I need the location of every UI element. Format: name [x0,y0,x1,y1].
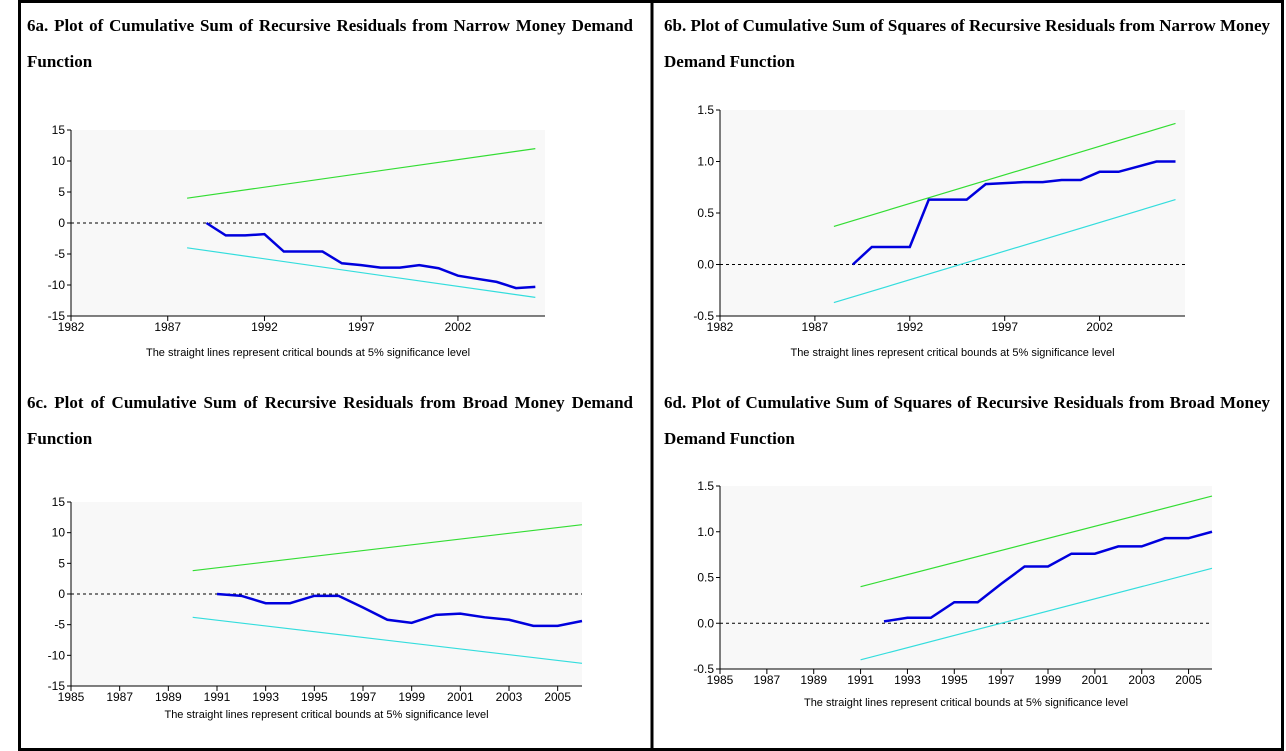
x-tick-label: 1985 [58,690,85,704]
x-tick-label: 1982 [58,320,85,334]
y-tick-label: 0 [58,587,65,601]
series-line [192,616,583,664]
note: The straight lines represent critical bo… [790,347,1114,359]
panel-title: 6c. Plot of Cumulative Sum of Recursive … [27,393,633,448]
x-tick-label: 1999 [398,690,425,704]
x-tick-label: 1985 [707,673,734,687]
x-tick-label: 1999 [1035,673,1062,687]
x-tick-label: 1992 [896,320,923,334]
y-tick-label: -10 [48,648,66,662]
y-tick-label: -10 [48,278,66,292]
panel-title: 6a. Plot of Cumulative Sum of Recursive … [27,16,633,71]
y-tick-label: -5 [54,247,65,261]
x-tick-label: 1992 [251,320,278,334]
series-line [883,530,1213,623]
series-line [205,221,536,290]
x-tick-label: 1982 [707,320,734,334]
y-tick-label: 0.5 [697,571,714,585]
x-tick-label: 2002 [1086,320,1113,334]
series-line [186,148,536,199]
y-tick-label: 15 [52,495,66,509]
y-tick-label: -15 [48,309,66,323]
x-tick-label: 1995 [941,673,968,687]
series-line [833,122,1176,227]
x-tick-label: 2005 [544,690,571,704]
x-tick-label: 2005 [1175,673,1202,687]
series-line [860,495,1213,588]
x-tick-label: 1987 [754,673,781,687]
x-tick-label: 1989 [800,673,827,687]
plot-area [720,486,1212,669]
y-tick-label: -0.5 [693,309,714,323]
y-tick-label: -5 [54,618,65,632]
x-tick-label: 1987 [802,320,829,334]
x-tick-label: 1997 [991,320,1018,334]
panel-title: 6d. Plot of Cumulative Sum of Squares of… [664,393,1270,448]
x-tick-label: 1997 [350,690,377,704]
y-tick-label: -15 [48,679,66,693]
note: The straight lines represent critical bo… [164,709,488,721]
x-tick-label: 2001 [447,690,474,704]
series-line [192,524,583,572]
y-tick-label: 5 [58,556,65,570]
y-tick-label: 10 [52,154,66,168]
series-line [186,247,536,298]
plot-area [720,110,1185,316]
y-tick-label: 1.0 [697,155,714,169]
x-tick-label: 1987 [106,690,133,704]
y-tick-label: 10 [52,526,66,540]
x-tick-label: 1997 [988,673,1015,687]
x-tick-label: 1993 [894,673,921,687]
series-line [860,567,1213,661]
y-tick-label: 0.5 [697,206,714,220]
x-tick-label: 2002 [445,320,472,334]
y-tick-label: -0.5 [693,662,714,676]
x-tick-label: 1989 [155,690,182,704]
x-tick-label: 1991 [847,673,874,687]
y-tick-label: 1.0 [697,525,714,539]
x-tick-label: 1995 [301,690,328,704]
series-line [216,592,583,628]
y-tick-label: 5 [58,185,65,199]
y-tick-label: 0.0 [697,616,714,630]
x-tick-label: 1997 [348,320,375,334]
x-tick-label: 1993 [252,690,279,704]
x-tick-label: 2003 [496,690,523,704]
y-tick-label: 15 [52,123,66,137]
y-tick-label: 1.5 [697,479,714,493]
panel-title: 6b. Plot of Cumulative Sum of Squares of… [664,16,1270,71]
series-line [833,199,1176,304]
x-tick-label: 1991 [204,690,231,704]
note: The straight lines represent critical bo… [804,697,1128,709]
x-tick-label: 1987 [154,320,181,334]
y-tick-label: 1.5 [697,103,714,117]
note: The straight lines represent critical bo… [146,347,470,359]
y-tick-label: 0 [58,216,65,230]
series-line [852,160,1176,266]
x-tick-label: 2003 [1128,673,1155,687]
x-tick-label: 2001 [1082,673,1109,687]
y-tick-label: 0.0 [697,258,714,272]
